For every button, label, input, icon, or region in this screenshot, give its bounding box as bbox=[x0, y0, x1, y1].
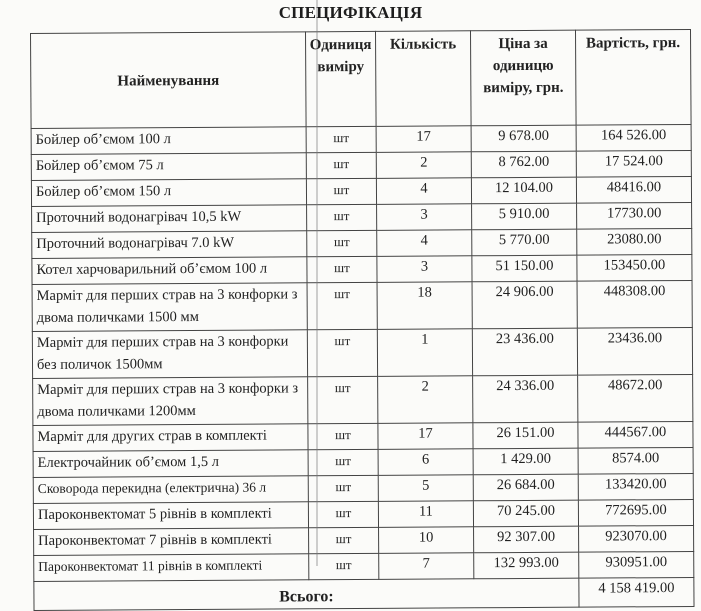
total-label: Всього: bbox=[33, 578, 580, 611]
cell-quantity: 2 bbox=[376, 151, 472, 179]
table-row: Марміт для перших страв на 3 конфорки бе… bbox=[32, 327, 693, 379]
cell-total: 448308.00 bbox=[577, 280, 693, 329]
cell-name: Пароконвектомат 7 рівнів в комплекті bbox=[33, 527, 309, 556]
cell-price: 9 678.00 bbox=[471, 125, 577, 152]
table-row: Марміт для перших страв на 3 конфорки з … bbox=[32, 374, 693, 426]
cell-name: Проточний водонагрівач 7.0 kW bbox=[31, 230, 307, 259]
cell-name: Бойлер об’ємом 75 л bbox=[31, 152, 307, 181]
cell-quantity: 4 bbox=[376, 177, 472, 205]
cell-total: 772695.00 bbox=[578, 499, 694, 527]
table-row: Марміт для других страв в комплекті шт 17 2… bbox=[32, 421, 694, 452]
cell-name: Електрочайник об’ємом 1,5 л bbox=[33, 449, 309, 478]
table-row: Пароконвектомат 11 рівнів в комплекті шт 7… bbox=[33, 551, 694, 582]
cell-unit: шт bbox=[308, 475, 379, 502]
cell-price: 1 429.00 bbox=[473, 448, 579, 475]
cell-price: 5 770.00 bbox=[471, 229, 577, 256]
document-title: СПЕЦИФІКАЦІЯ bbox=[278, 3, 423, 22]
cell-quantity: 17 bbox=[377, 422, 474, 450]
cell-total: 8574.00 bbox=[578, 447, 694, 475]
header-price: Ціна за одиницю виміру, грн. bbox=[470, 30, 577, 126]
specification-table: Найменування Одиниця виміру Кількість Ці… bbox=[30, 29, 695, 611]
cell-price: 24 336.00 bbox=[472, 375, 578, 423]
table-row: Пароконвектомат 7 рівнів в комплекті шт 10… bbox=[33, 525, 694, 556]
cell-total: 17 524.00 bbox=[576, 150, 692, 178]
cell-unit: шт bbox=[308, 449, 379, 476]
cell-name: Бойлер об’ємом 150 л bbox=[31, 178, 307, 207]
cell-unit: шт bbox=[308, 553, 379, 580]
scan-artifact-line bbox=[316, 0, 318, 566]
header-name: Найменування bbox=[30, 31, 307, 129]
cell-total: 133420.00 bbox=[578, 473, 694, 501]
header-total: Вартість, грн. bbox=[575, 29, 692, 126]
cell-name: Марміт для других страв в комплекті bbox=[32, 423, 309, 452]
cell-price: 23 436.00 bbox=[472, 328, 578, 376]
cell-unit: шт bbox=[307, 423, 379, 450]
cell-price: 51 150.00 bbox=[471, 255, 578, 282]
cell-quantity: 10 bbox=[378, 526, 474, 554]
cell-total: 153450.00 bbox=[576, 254, 693, 282]
cell-total: 923070.00 bbox=[578, 525, 694, 553]
cell-name: Сковорода перекидна (електрична) 36 л bbox=[33, 475, 309, 504]
total-row: Всього: 4 158 419.00 bbox=[33, 577, 695, 611]
cell-price: 92 307.00 bbox=[473, 526, 579, 553]
cell-name: Бойлер об’ємом 100 л bbox=[31, 126, 307, 155]
table-row: Сковорода перекидна (електрична) 36 л шт 5… bbox=[33, 473, 694, 504]
cell-quantity: 1 bbox=[377, 328, 473, 377]
cell-price: 26 151.00 bbox=[472, 422, 579, 449]
cell-total: 48416.00 bbox=[576, 176, 692, 204]
table-row: Марміт для перших страв на 3 конфорки з … bbox=[32, 280, 693, 332]
cell-total: 17730.00 bbox=[576, 202, 692, 230]
table-row: Бойлер об’ємом 150 л шт 4 12 104.00 48416.00 bbox=[31, 176, 692, 207]
cell-name: Марміт для перших страв на 3 конфорки з … bbox=[32, 282, 308, 332]
cell-total: 444567.00 bbox=[577, 421, 694, 449]
cell-price: 5 910.00 bbox=[471, 203, 577, 230]
cell-quantity: 17 bbox=[376, 125, 472, 153]
cell-quantity: 7 bbox=[378, 552, 474, 580]
table-row: Проточний водонагрівач 10,5 kW шт 3 5 910.0… bbox=[31, 202, 692, 233]
table-row: Проточний водонагрівач 7.0 kW шт 4 5 770.00… bbox=[31, 228, 692, 259]
table-row: Котел харчоварильний об’ємом 100 л шт 3 51 … bbox=[31, 254, 693, 285]
cell-quantity: 2 bbox=[377, 375, 473, 424]
cell-total: 930951.00 bbox=[578, 551, 694, 579]
cell-quantity: 6 bbox=[378, 448, 474, 476]
header-row: Найменування Одиниця виміру Кількість Ці… bbox=[30, 29, 692, 129]
cell-quantity: 4 bbox=[376, 229, 472, 257]
cell-name: Марміт для перших страв на 3 конфорки бе… bbox=[32, 329, 308, 379]
cell-name: Пароконвектомат 5 рівнів в комплекті bbox=[33, 501, 309, 530]
cell-price: 24 906.00 bbox=[472, 281, 578, 329]
cell-price: 26 684.00 bbox=[473, 474, 579, 501]
cell-price: 132 993.00 bbox=[473, 552, 579, 579]
cell-quantity: 3 bbox=[376, 255, 473, 283]
cell-name: Пароконвектомат 11 рівнів в комплекті bbox=[33, 553, 309, 582]
cell-total: 23436.00 bbox=[577, 327, 693, 376]
cell-quantity: 3 bbox=[376, 203, 472, 231]
cell-total: 23080.00 bbox=[576, 228, 692, 256]
cell-unit: шт bbox=[307, 376, 378, 424]
cell-quantity: 5 bbox=[378, 474, 474, 502]
cell-quantity: 18 bbox=[377, 281, 473, 330]
table-row: Електрочайник об’ємом 1,5 л шт 6 1 429.00 85… bbox=[33, 447, 694, 478]
cell-price: 8 762.00 bbox=[471, 151, 577, 178]
cell-price: 12 104.00 bbox=[471, 177, 577, 204]
cell-total: 164 526.00 bbox=[576, 124, 692, 152]
cell-quantity: 11 bbox=[378, 500, 474, 528]
table-row: Пароконвектомат 5 рівнів в комплекті шт 11… bbox=[33, 499, 694, 530]
cell-unit: шт bbox=[308, 501, 379, 528]
cell-name: Марміт для перших страв на 3 конфорки з … bbox=[32, 376, 308, 426]
header-quantity: Кількість bbox=[375, 30, 472, 127]
cell-name: Проточний водонагрівач 10,5 kW bbox=[31, 204, 307, 233]
cell-price: 70 245.00 bbox=[473, 500, 579, 527]
cell-total: 48672.00 bbox=[577, 374, 693, 423]
cell-unit: шт bbox=[308, 527, 379, 554]
table-row: Бойлер об’ємом 75 л шт 2 8 762.00 17 524.00 bbox=[31, 150, 692, 181]
grand-total: 4 158 419.00 bbox=[578, 577, 695, 608]
table-row: Бойлер об’ємом 100 л шт 17 9 678.00 164 526.… bbox=[31, 124, 692, 155]
cell-name: Котел харчоварильний об’ємом 100 л bbox=[31, 256, 308, 285]
